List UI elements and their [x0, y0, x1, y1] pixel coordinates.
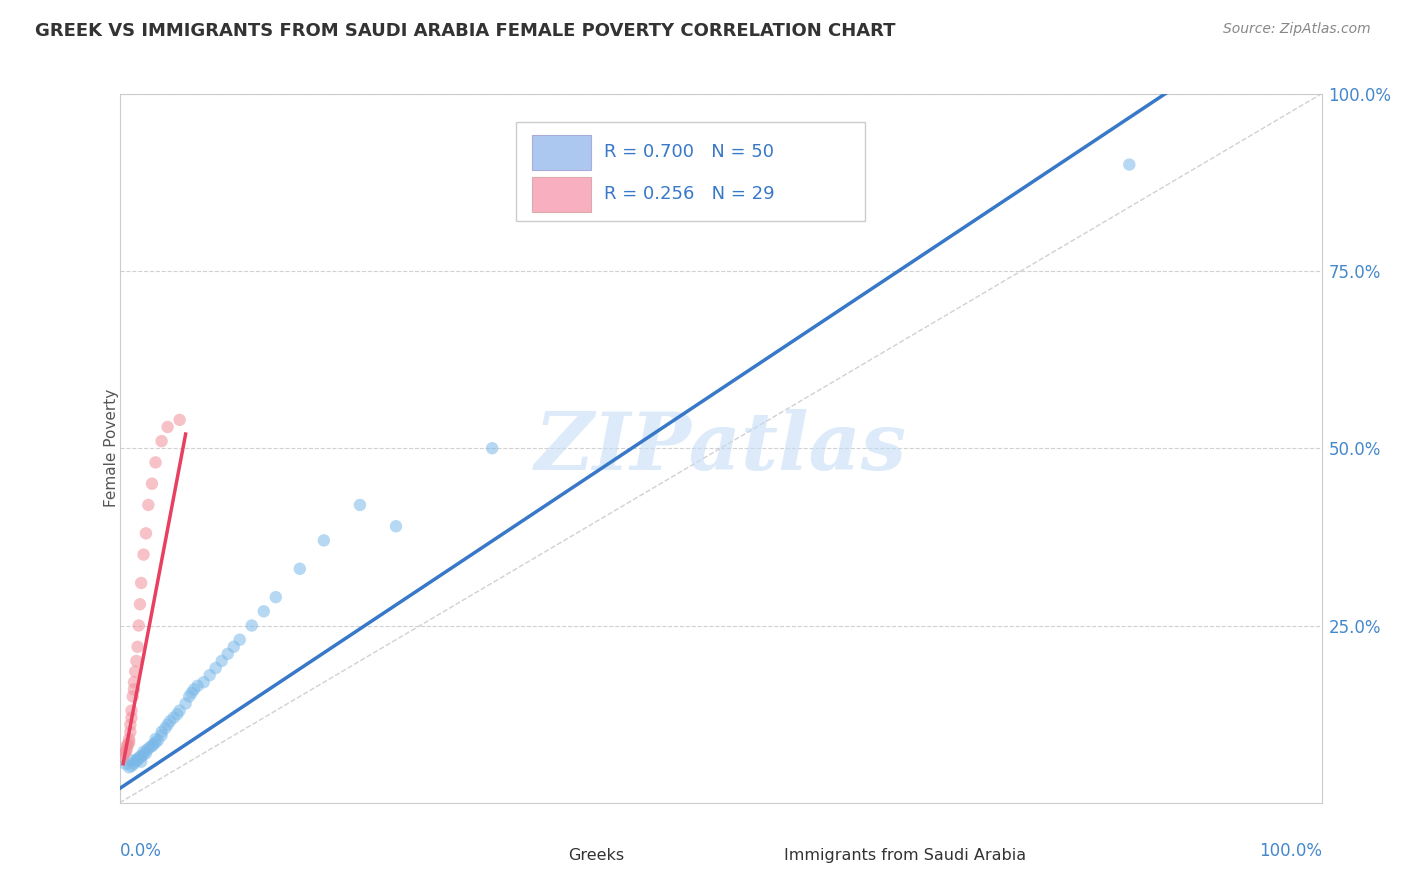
Point — [385, 519, 408, 533]
Text: GREEK VS IMMIGRANTS FROM SAUDI ARABIA FEMALE POVERTY CORRELATION CHART: GREEK VS IMMIGRANTS FROM SAUDI ARABIA FE… — [35, 22, 896, 40]
Point — [127, 752, 149, 766]
Point — [135, 526, 157, 541]
Point — [159, 714, 181, 729]
Text: ZIPatlas: ZIPatlas — [534, 409, 907, 487]
FancyBboxPatch shape — [531, 178, 591, 212]
Point — [240, 618, 263, 632]
Point — [150, 724, 173, 739]
Point — [150, 728, 173, 742]
Point — [121, 759, 143, 773]
Point — [1118, 158, 1140, 172]
Point — [117, 738, 139, 752]
Point — [125, 654, 148, 668]
Point — [253, 604, 276, 618]
Text: Greeks: Greeks — [568, 847, 624, 863]
Point — [129, 597, 152, 611]
Point — [115, 742, 138, 756]
Point — [156, 718, 179, 732]
Point — [174, 697, 197, 711]
Text: Source: ZipAtlas.com: Source: ZipAtlas.com — [1223, 22, 1371, 37]
FancyBboxPatch shape — [531, 135, 591, 169]
Point — [121, 704, 143, 718]
FancyBboxPatch shape — [527, 846, 560, 865]
Text: Immigrants from Saudi Arabia: Immigrants from Saudi Arabia — [785, 847, 1026, 863]
Point — [183, 682, 205, 697]
Point — [222, 640, 245, 654]
Point — [124, 755, 146, 769]
Point — [481, 442, 503, 456]
Point — [264, 590, 287, 604]
Point — [228, 632, 252, 647]
Point — [121, 711, 143, 725]
Point — [128, 618, 150, 632]
Point — [187, 679, 209, 693]
Point — [145, 455, 167, 469]
Point — [312, 533, 335, 548]
Point — [153, 722, 176, 736]
Text: 0.0%: 0.0% — [120, 842, 162, 860]
Point — [141, 476, 163, 491]
Point — [118, 735, 141, 749]
Text: 100.0%: 100.0% — [1258, 842, 1322, 860]
Point — [132, 745, 155, 759]
Point — [114, 745, 136, 759]
Point — [121, 690, 143, 704]
FancyBboxPatch shape — [516, 122, 865, 221]
Point — [142, 738, 165, 752]
Point — [122, 756, 145, 771]
Point — [169, 413, 191, 427]
Point — [120, 724, 142, 739]
Point — [129, 576, 152, 591]
FancyBboxPatch shape — [744, 846, 776, 865]
Point — [145, 731, 167, 746]
Point — [150, 434, 173, 449]
Point — [198, 668, 221, 682]
Point — [115, 739, 138, 753]
Point — [146, 733, 169, 747]
Point — [129, 749, 152, 764]
Point — [118, 731, 141, 746]
Point — [129, 755, 152, 769]
Point — [114, 756, 136, 771]
Point — [166, 707, 188, 722]
Point — [193, 675, 215, 690]
Point — [122, 675, 145, 690]
Point — [127, 753, 149, 767]
Point — [169, 704, 191, 718]
Point — [145, 735, 167, 749]
Point — [179, 690, 201, 704]
Point — [132, 548, 155, 562]
Point — [112, 746, 135, 760]
Point — [180, 686, 202, 700]
Point — [129, 749, 152, 764]
Point — [122, 682, 145, 697]
Text: R = 0.256   N = 29: R = 0.256 N = 29 — [605, 186, 775, 203]
Point — [132, 747, 155, 762]
Text: R = 0.700   N = 50: R = 0.700 N = 50 — [605, 143, 773, 161]
Point — [118, 760, 141, 774]
Point — [124, 665, 146, 679]
Y-axis label: Female Poverty: Female Poverty — [104, 389, 118, 508]
Point — [141, 739, 163, 753]
Point — [135, 746, 157, 760]
Point — [138, 498, 160, 512]
Point — [138, 740, 160, 755]
Point — [120, 718, 142, 732]
Point — [156, 420, 179, 434]
Point — [112, 749, 135, 764]
Point — [349, 498, 371, 512]
Point — [127, 640, 149, 654]
Point — [288, 562, 311, 576]
Point — [121, 753, 143, 767]
Point — [204, 661, 226, 675]
Point — [211, 654, 233, 668]
Point — [136, 742, 159, 756]
Point — [217, 647, 239, 661]
Point — [162, 711, 184, 725]
